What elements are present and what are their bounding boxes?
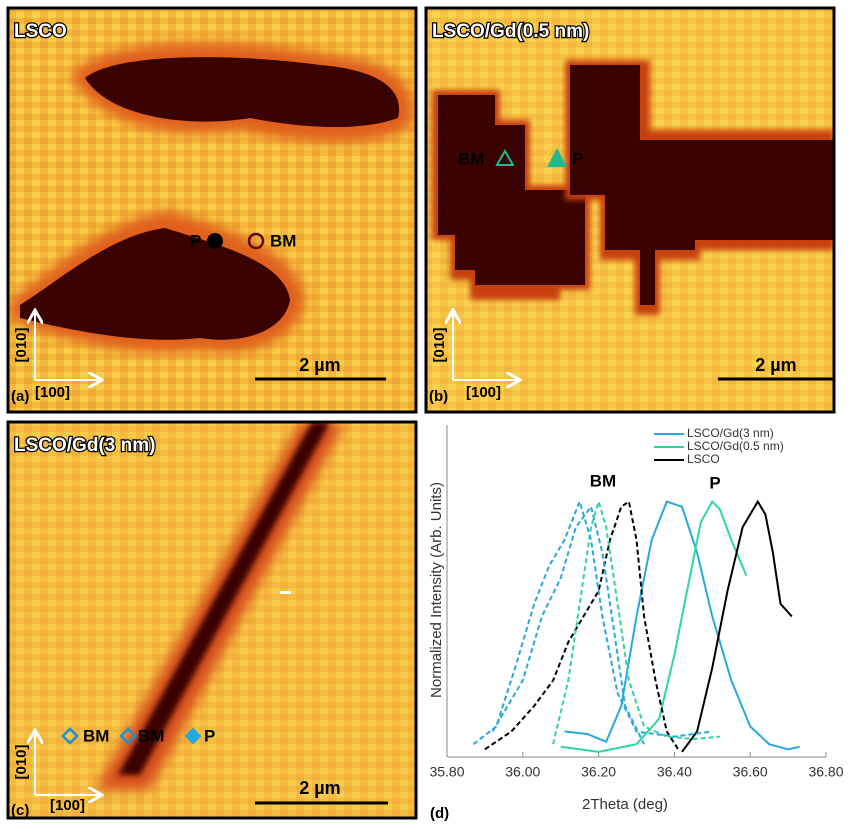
panel-title: LSCO/Gd(3 nm)	[14, 435, 155, 456]
marker-label: P	[204, 726, 215, 745]
x-tick-label: 35.80	[429, 764, 464, 780]
marker-bm	[247, 232, 265, 250]
axis-label: [100]	[50, 797, 85, 814]
marker-p	[207, 233, 223, 249]
dashed-line	[552, 498, 720, 745]
axis-label: [100]	[35, 384, 70, 401]
panel-label: (b)	[429, 388, 448, 405]
line	[560, 499, 748, 753]
artifact	[280, 591, 291, 594]
legend-label: LSCO	[687, 452, 720, 466]
panel-title: LSCO	[14, 21, 67, 42]
marker-label: BM	[458, 149, 484, 168]
x-tick-label: 36.40	[657, 764, 692, 780]
legend-label: LSCO/Gd(3 nm)	[687, 426, 774, 440]
scale-label: 2 µm	[299, 355, 340, 375]
line	[681, 499, 793, 753]
marker-label: BM	[83, 726, 109, 745]
dashed-line	[491, 504, 645, 745]
scale-label: 2 µm	[755, 355, 796, 375]
y-axis-label: Normalized Intensity (Arb. Units)	[428, 482, 445, 698]
legend-label: LSCO/Gd(0.5 nm)	[687, 439, 784, 453]
marker-bm	[119, 727, 137, 745]
marker-label: BM	[270, 231, 296, 250]
panel-frame	[6, 420, 418, 820]
marker-bm	[495, 148, 515, 166]
marker-bm	[61, 727, 79, 745]
axis-label: [100]	[466, 384, 501, 401]
axis-label: [010]	[13, 327, 30, 362]
panel-a-map	[8, 8, 416, 412]
marker-label: P	[572, 149, 583, 168]
domain	[85, 57, 400, 128]
scale-label: 2 µm	[299, 778, 340, 798]
panel-frame	[424, 6, 836, 414]
axis-label: [010]	[13, 744, 30, 779]
marker-label: P	[190, 231, 201, 250]
panel-title: LSCO/Gd(0.5 nm)	[432, 21, 589, 42]
panel-frame	[6, 6, 418, 414]
x-tick-label: 36.20	[581, 764, 616, 780]
domain	[438, 95, 585, 285]
panel-label: (d)	[430, 805, 449, 822]
axis-label: [010]	[431, 327, 448, 362]
panel-b-map	[426, 8, 834, 412]
x-tick-label: 36.80	[808, 764, 843, 780]
dashed-line	[472, 498, 713, 745]
marker-p	[184, 727, 202, 745]
annotation: P	[709, 473, 720, 492]
line	[564, 500, 800, 751]
panel-label: (c)	[11, 802, 29, 819]
domain	[20, 228, 290, 340]
panel-label: (a)	[11, 388, 29, 405]
annotation: BM	[590, 471, 616, 490]
marker-label: BM	[138, 726, 164, 745]
domain-wall	[118, 422, 330, 775]
x-axis-label: 2Theta (deg)	[582, 796, 668, 813]
x-tick-label: 36.60	[733, 764, 768, 780]
panel-c-map	[8, 422, 416, 818]
dashed-line	[484, 499, 680, 751]
x-tick-label: 36.00	[505, 764, 540, 780]
marker-p	[547, 148, 567, 167]
domain	[570, 65, 834, 305]
